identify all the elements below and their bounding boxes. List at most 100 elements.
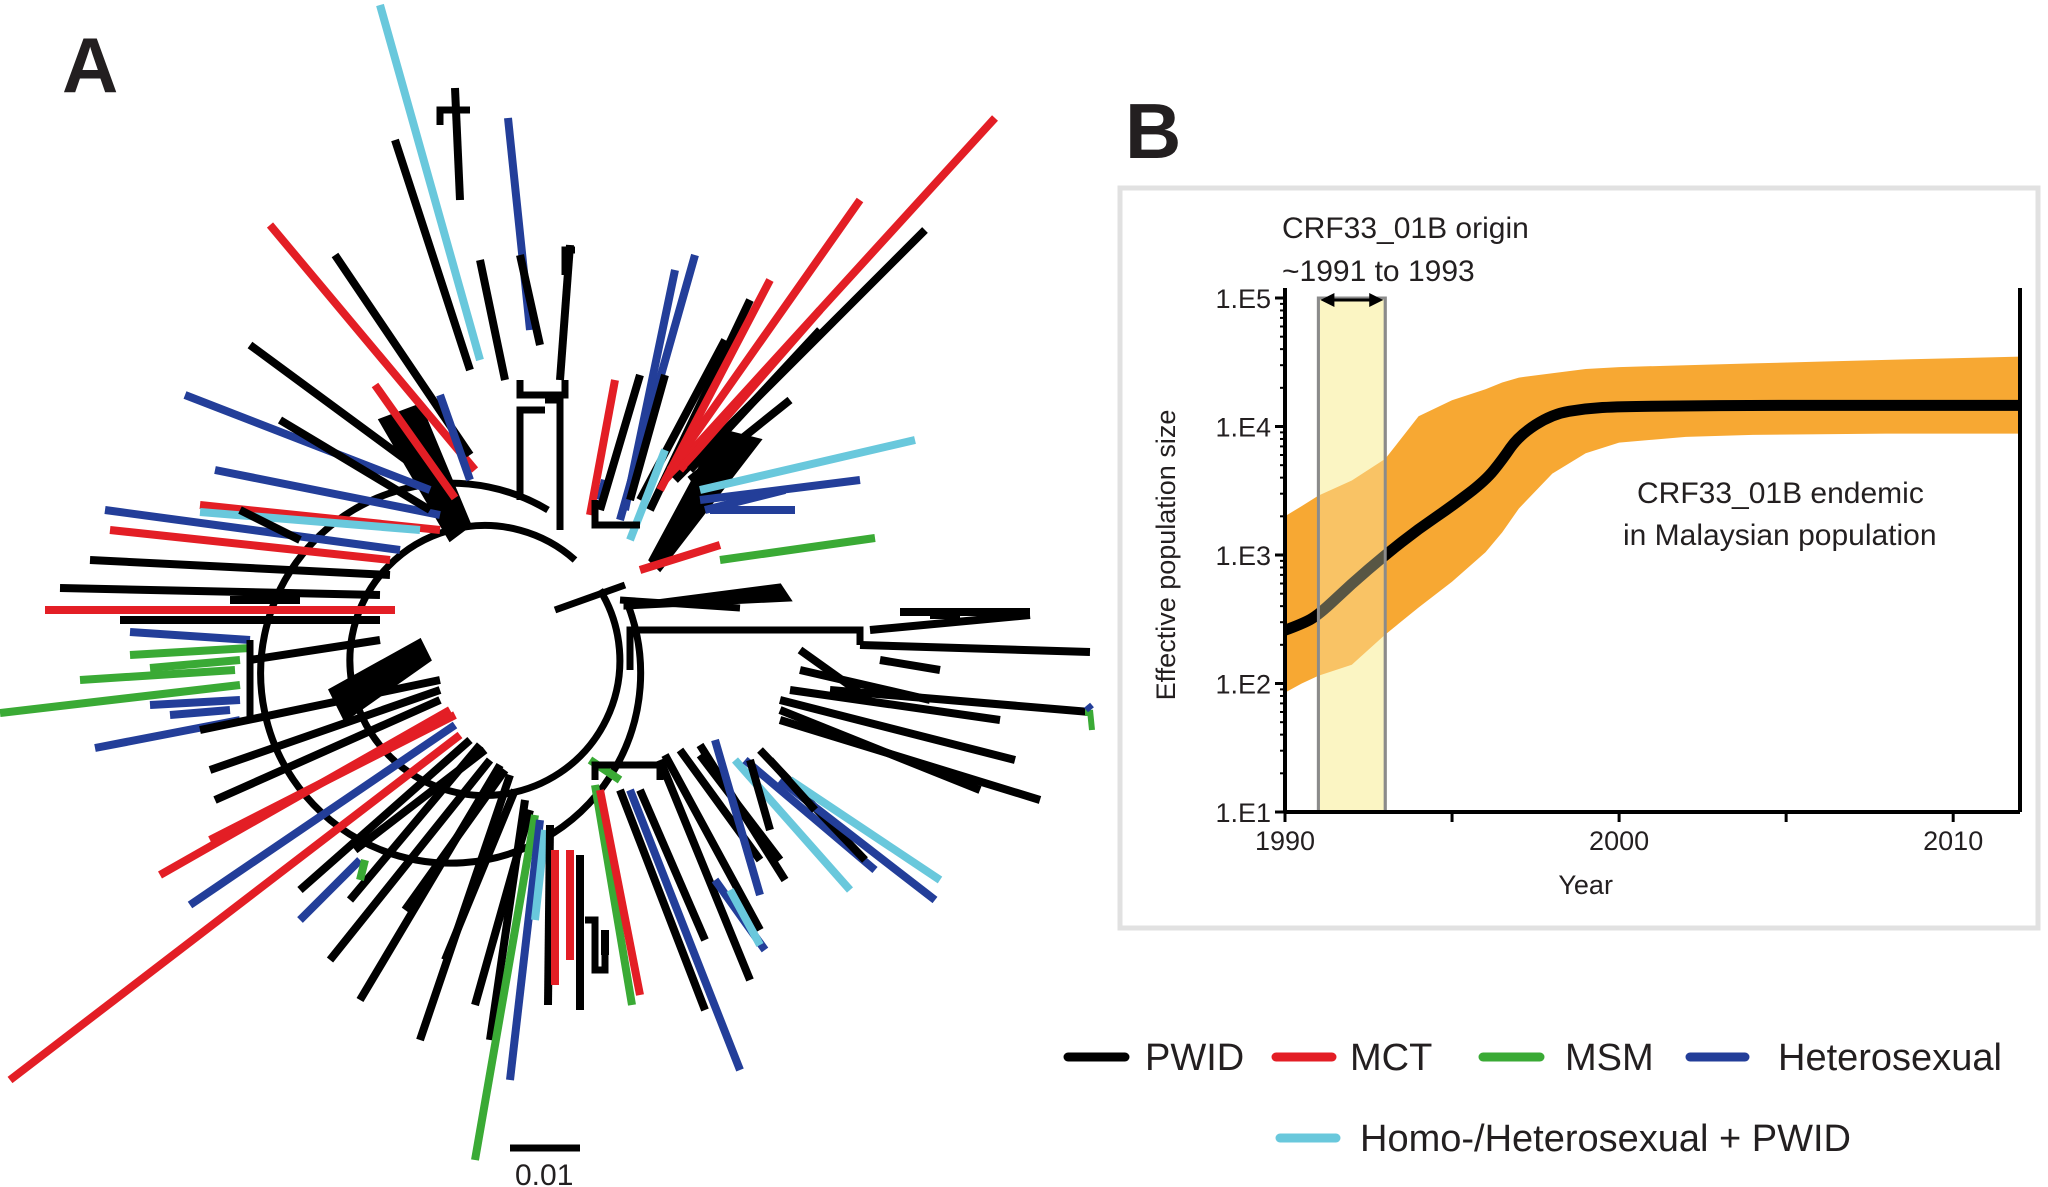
- tree-leaf: [391, 138, 474, 372]
- endemic-label-line2: in Malaysian population: [1623, 519, 1937, 552]
- legend: PWID MCT MSM Heterosexual Homo-/Heterose…: [1063, 1037, 2002, 1160]
- tree-leaf: [249, 636, 381, 664]
- origin-highlight-overlay: [1316, 296, 1387, 814]
- tree-leaf: [7, 731, 463, 1084]
- tree-leaf: [544, 824, 554, 1006]
- tree-leaf: [531, 829, 549, 921]
- median-line: [1283, 399, 2020, 636]
- x-tick-label: 2000: [1589, 826, 1649, 856]
- y-tick-label: 1.E4: [1215, 413, 1271, 443]
- tree-leaf: [687, 327, 823, 473]
- tree-leaf: [199, 508, 421, 534]
- tree-leaf: [187, 721, 458, 909]
- legend-label-pwid: PWID: [1145, 1037, 1244, 1079]
- tree-leaf: [1087, 709, 1095, 731]
- tree-clade-center2: [516, 406, 545, 500]
- tree-leaf: [471, 814, 539, 1161]
- tree-leaf: [238, 506, 302, 544]
- tree-leaf: [626, 788, 744, 1072]
- tree-leaf: [247, 341, 443, 489]
- tree-leaf: [596, 789, 644, 996]
- tree-leaf: [719, 534, 876, 564]
- tree-leaf: [506, 819, 544, 1081]
- tree-leaf: [436, 393, 474, 482]
- tree-leaf: [656, 758, 754, 982]
- tree-leaf: [208, 686, 442, 774]
- tree-leaf: [213, 696, 442, 804]
- tree-leaf: [0, 681, 241, 717]
- tree-leaf: [779, 696, 1016, 764]
- tree-leaf: [879, 656, 941, 674]
- tree-leaf: [676, 307, 824, 473]
- tree-leaf: [799, 666, 931, 704]
- tree-leaf: [89, 556, 391, 579]
- tree-leaf: [297, 857, 363, 923]
- tree-leaf: [859, 641, 1091, 656]
- tree-leaf: [829, 686, 1091, 716]
- tree-clade-bottom2: [591, 761, 664, 780]
- tree-leaf: [129, 628, 251, 644]
- tree-clade-bottom: [585, 916, 609, 974]
- tree-leaf: [661, 753, 764, 932]
- tree-leaf: [626, 373, 669, 502]
- tree-leaf: [326, 757, 494, 963]
- y-ticks: 1.E1 1.E2 1.E3 1.E4 1.E5: [1215, 284, 1285, 828]
- tree-leaf: [149, 656, 241, 672]
- tree-leaf: [789, 686, 1001, 724]
- y-tick-label: 1.E2: [1215, 670, 1271, 700]
- tree-leaf: [516, 254, 544, 346]
- tree-leaf: [371, 382, 459, 501]
- tree-leaf: [636, 788, 709, 942]
- y-axis-label: Effective population size: [1151, 410, 1181, 701]
- tree-leaf: [687, 396, 793, 484]
- origin-range-arrowhead-left: [1320, 293, 1335, 307]
- tree-leaf: [441, 788, 519, 962]
- legend-label-msm: MSM: [1565, 1037, 1654, 1079]
- tree-leaf: [129, 644, 251, 659]
- tree-leaf: [208, 711, 457, 844]
- tree-leaf: [451, 87, 464, 201]
- tree-root-branch: [553, 581, 627, 614]
- tree-leaf: [149, 696, 241, 709]
- x-axis-label: Year: [1558, 870, 1613, 900]
- origin-range-arrowhead-right: [1369, 293, 1384, 307]
- tree-dense-fan-right: [623, 583, 793, 610]
- tree-leaf: [869, 611, 1031, 634]
- tree-leaf: [266, 222, 479, 473]
- tree-leaf: [109, 526, 391, 564]
- tree-clade-upperright: [591, 500, 640, 529]
- tree-leaf: [726, 888, 764, 947]
- y-tick-label: 1.E3: [1215, 541, 1271, 571]
- tree-clade-top: [516, 380, 569, 399]
- tree-leaf: [79, 666, 236, 684]
- scale-bar-label: 0.01: [515, 1159, 573, 1187]
- tree-leaf: [696, 752, 784, 863]
- tree-clade-center: [545, 396, 564, 530]
- tree-leaf: [638, 541, 722, 574]
- y-tick-label: 1.E1: [1215, 798, 1271, 828]
- tree-leaf: [586, 379, 619, 516]
- panel-a-letter: A: [62, 21, 118, 109]
- tree-clade-top2: [436, 106, 470, 125]
- legend-label-mct: MCT: [1350, 1037, 1432, 1079]
- tree-leaf: [471, 808, 534, 1007]
- tree-leaf: [352, 746, 488, 854]
- tree-leaf: [297, 737, 473, 893]
- tree-clade-right: [626, 626, 864, 670]
- tree-leaf: [401, 767, 509, 913]
- panel-b-frame: [1117, 185, 2041, 931]
- tree-leaf: [746, 758, 774, 832]
- origin-label-line2: ~1991 to 1993: [1282, 255, 1475, 288]
- tree-clade-top3: [561, 246, 575, 275]
- phylogenetic-tree: [0, 3, 1095, 1161]
- legend-label-heterosexual: Heterosexual: [1778, 1037, 2002, 1079]
- x-tick-label: 2010: [1923, 826, 1983, 856]
- y-tick-label: 1.E5: [1215, 284, 1271, 314]
- tree-leaf: [169, 706, 231, 719]
- tree-leaf: [778, 706, 982, 794]
- x-ticks: 1990 2000 2010: [1255, 812, 1983, 856]
- tree-leaf: [787, 776, 943, 884]
- effective-population-plot: 1.E1 1.E2 1.E3 1.E4 1.E5 1990 2000 2010 Effect…: [1151, 212, 2022, 900]
- tree-leaf: [1084, 702, 1094, 713]
